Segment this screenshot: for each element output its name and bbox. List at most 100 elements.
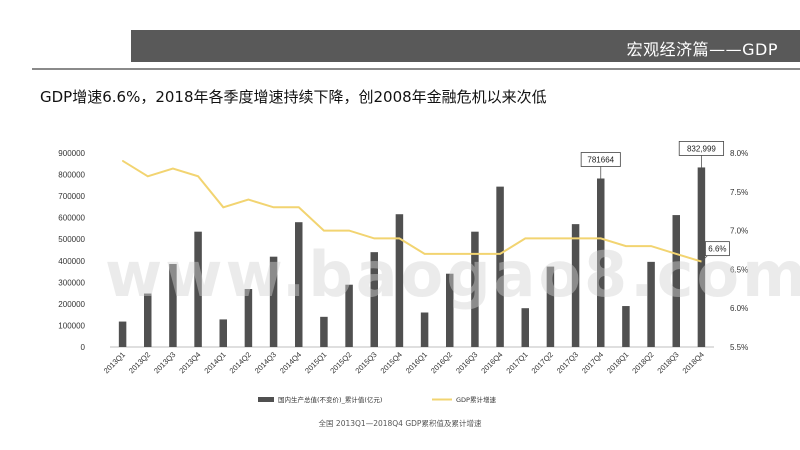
- bar: [672, 215, 680, 347]
- x-tick-label: 2016Q3: [454, 350, 479, 375]
- chart-headline: GDP增速6.6%，2018年各季度增速持续下降，创2008年金融危机以来次低: [40, 88, 547, 106]
- bar: [320, 316, 328, 347]
- bar: [370, 252, 378, 347]
- annotation-label: 781664: [587, 156, 614, 165]
- source-caption: 全国 2013Q1—2018Q4 GDP累积值及累计增速: [318, 419, 482, 428]
- bar: [269, 256, 278, 347]
- growth-rate-point: [222, 206, 224, 208]
- bar: [697, 167, 706, 347]
- divider: [32, 68, 800, 70]
- growth-rate-point: [549, 237, 552, 239]
- bar: [169, 264, 177, 347]
- growth-rate-point: [172, 167, 174, 170]
- x-tick-label: 2013Q1: [102, 350, 127, 375]
- growth-rate-point: [323, 230, 325, 232]
- growth-rate-point: [348, 230, 350, 232]
- x-tick-label: 2016Q4: [479, 350, 504, 375]
- growth-rate-point: [121, 160, 124, 162]
- growth-rate-point: [650, 245, 652, 247]
- y-left-tick-label: 800000: [58, 171, 85, 180]
- x-tick-label: 2013Q3: [152, 350, 177, 375]
- legend-swatch-bar: [258, 397, 274, 402]
- bar: [521, 308, 529, 347]
- y-left-tick-label: 400000: [58, 257, 85, 266]
- x-tick-label: 2015Q3: [353, 350, 378, 375]
- growth-rate-point: [272, 206, 275, 208]
- y-right-tick-label: 6.5%: [730, 265, 748, 274]
- x-tick-label: 2018Q2: [630, 350, 655, 375]
- legend-label: GDP累计增速: [456, 395, 496, 404]
- bar: [471, 231, 479, 347]
- bar: [420, 312, 429, 347]
- growth-rate-point: [474, 253, 476, 255]
- annotation-leader: [701, 255, 708, 262]
- legend-label: 国内生产总值(不变价)_累计值(亿元): [278, 395, 382, 404]
- bar: [194, 231, 202, 347]
- y-left-tick-label: 500000: [58, 235, 85, 244]
- bar: [395, 214, 404, 347]
- x-tick-label: 2017Q2: [530, 350, 555, 375]
- y-right-tick-label: 6.0%: [730, 304, 748, 313]
- x-tick-label: 2015Q1: [303, 350, 328, 375]
- growth-rate-point: [197, 175, 199, 177]
- x-tick-label: 2013Q2: [127, 350, 152, 375]
- growth-rate-point: [298, 206, 300, 208]
- bar: [144, 293, 152, 347]
- watermark: www.baogao8.com: [105, 238, 800, 311]
- x-tick-label: 2016Q1: [404, 350, 429, 375]
- x-tick-label: 2015Q2: [328, 350, 353, 375]
- bar: [597, 178, 605, 347]
- y-left-tick-label: 300000: [58, 278, 85, 287]
- annotation-box: [705, 241, 730, 257]
- x-tick-label: 2014Q1: [202, 350, 227, 375]
- bar: [295, 222, 303, 347]
- bar: [622, 306, 630, 347]
- growth-rate-line: [122, 159, 702, 263]
- growth-rate-point: [147, 175, 149, 177]
- bar: [219, 319, 227, 347]
- y-right-tick-label: 7.0%: [730, 227, 748, 236]
- y-right-tick-label: 5.5%: [730, 343, 748, 352]
- bar: [647, 261, 655, 347]
- bar: [571, 224, 580, 347]
- growth-rate-point: [449, 253, 451, 255]
- y-left-tick-label: 900000: [58, 149, 85, 158]
- x-tick-label: 2017Q4: [580, 350, 605, 375]
- bar: [244, 289, 253, 347]
- x-tick-label: 2018Q3: [655, 350, 680, 375]
- x-tick-label: 2014Q3: [253, 350, 278, 375]
- x-tick-label: 2013Q4: [177, 350, 202, 375]
- x-tick-label: 2016Q2: [429, 350, 454, 375]
- y-left-tick-label: 200000: [58, 300, 85, 309]
- y-left-tick-label: 0: [81, 343, 86, 352]
- y-left-tick-label: 600000: [58, 214, 85, 223]
- growth-rate-point: [675, 253, 677, 255]
- growth-rate-point: [600, 237, 602, 239]
- growth-rate-point: [247, 198, 250, 201]
- growth-rate-point: [574, 237, 577, 239]
- y-right-tick-label: 8.0%: [730, 149, 748, 158]
- growth-rate-point: [398, 237, 401, 239]
- growth-rate-point: [499, 253, 501, 255]
- bar: [118, 321, 127, 347]
- y-left-tick-label: 100000: [58, 321, 85, 330]
- y-right-tick-label: 7.5%: [730, 188, 748, 197]
- title-banner: 宏观经济篇——GDP: [131, 30, 800, 62]
- x-tick-label: 2014Q2: [228, 350, 253, 375]
- y-left-tick-label: 700000: [58, 192, 85, 201]
- annotation-box: [580, 152, 621, 167]
- growth-rate-point: [373, 237, 375, 239]
- banner-title: 宏观经济篇——GDP: [626, 40, 778, 59]
- x-tick-label: 2014Q4: [278, 350, 303, 375]
- x-tick-label: 2018Q1: [605, 350, 630, 375]
- annotation-label: 6.6%: [708, 245, 726, 254]
- bar: [496, 186, 504, 347]
- growth-rate-point: [423, 253, 426, 255]
- bar: [546, 266, 555, 347]
- x-tick-label: 2017Q3: [555, 350, 580, 375]
- x-tick-label: 2017Q1: [504, 350, 529, 375]
- bar: [446, 273, 454, 347]
- annotation-label: 832,999: [687, 144, 716, 153]
- annotation-box: [678, 141, 725, 156]
